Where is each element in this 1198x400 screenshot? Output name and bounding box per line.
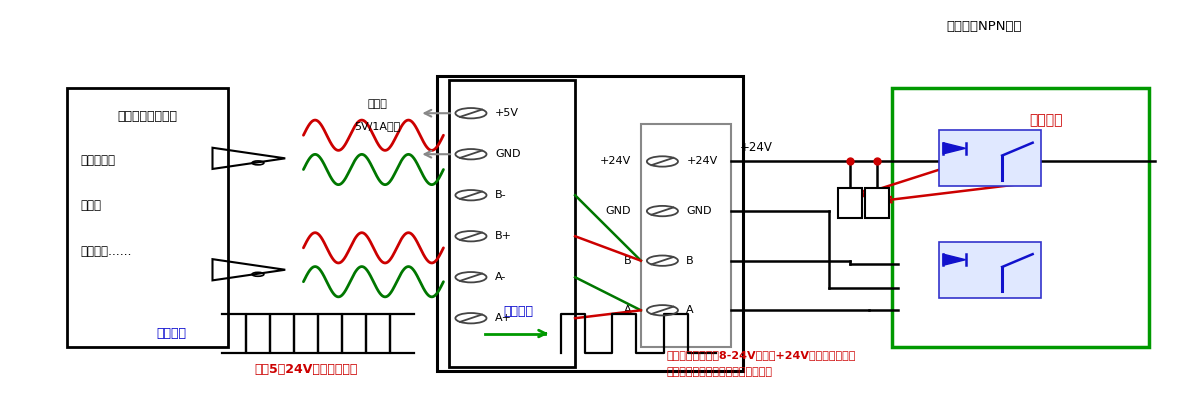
Text: A+: A+ [495, 313, 512, 323]
Text: +24V: +24V [686, 156, 718, 166]
Text: +5V: +5V [495, 108, 519, 118]
Text: B-: B- [495, 190, 507, 200]
Text: 不同的电压更换不同阵值的限流电阵: 不同的电压更换不同阵值的限流电阵 [666, 367, 772, 377]
Bar [641, 124, 731, 348]
Text: 光栅尺: 光栅尺 [81, 200, 102, 212]
Bar [939, 130, 1041, 186]
Text: 机床手轮……: 机床手轮…… [81, 245, 132, 258]
Text: 可输出: 可输出 [368, 99, 388, 109]
Bar [865, 188, 889, 218]
Text: 伺服编码器: 伺服编码器 [81, 154, 116, 167]
Polygon shape [943, 254, 966, 265]
Text: 差分信号: 差分信号 [156, 327, 186, 340]
Text: A: A [686, 305, 694, 315]
Text: GND: GND [686, 206, 712, 216]
Bar [939, 242, 1041, 298]
Text: B: B [686, 256, 694, 266]
Text: B+: B+ [495, 231, 512, 241]
Text: +24V: +24V [740, 141, 773, 154]
Bar [67, 88, 228, 348]
Text: 驱动光耦时，支持8-24V电压从+24V端口输入，根据: 驱动光耦时，支持8-24V电压从+24V端口输入，根据 [666, 350, 855, 360]
Bar [449, 80, 575, 368]
Text: 5V/1A电源: 5V/1A电源 [355, 121, 401, 131]
Text: 驱动光耦NPN接法: 驱动光耦NPN接法 [946, 20, 1022, 33]
Bar [893, 88, 1149, 348]
Bar [437, 76, 743, 372]
Text: 信号转换: 信号转换 [503, 305, 533, 318]
Text: GND: GND [495, 149, 520, 159]
Text: GND: GND [606, 206, 631, 216]
Text: A: A [624, 305, 631, 315]
Text: +24V: +24V [600, 156, 631, 166]
Polygon shape [943, 143, 966, 154]
Text: A-: A- [495, 272, 507, 282]
Text: 限流电阵: 限流电阵 [1030, 113, 1064, 127]
Text: 兼宵5－24V差分信号电压: 兼宵5－24V差分信号电压 [254, 363, 357, 376]
Text: B: B [624, 256, 631, 266]
Text: 差分信号发生设备: 差分信号发生设备 [117, 110, 177, 123]
Bar [839, 188, 863, 218]
